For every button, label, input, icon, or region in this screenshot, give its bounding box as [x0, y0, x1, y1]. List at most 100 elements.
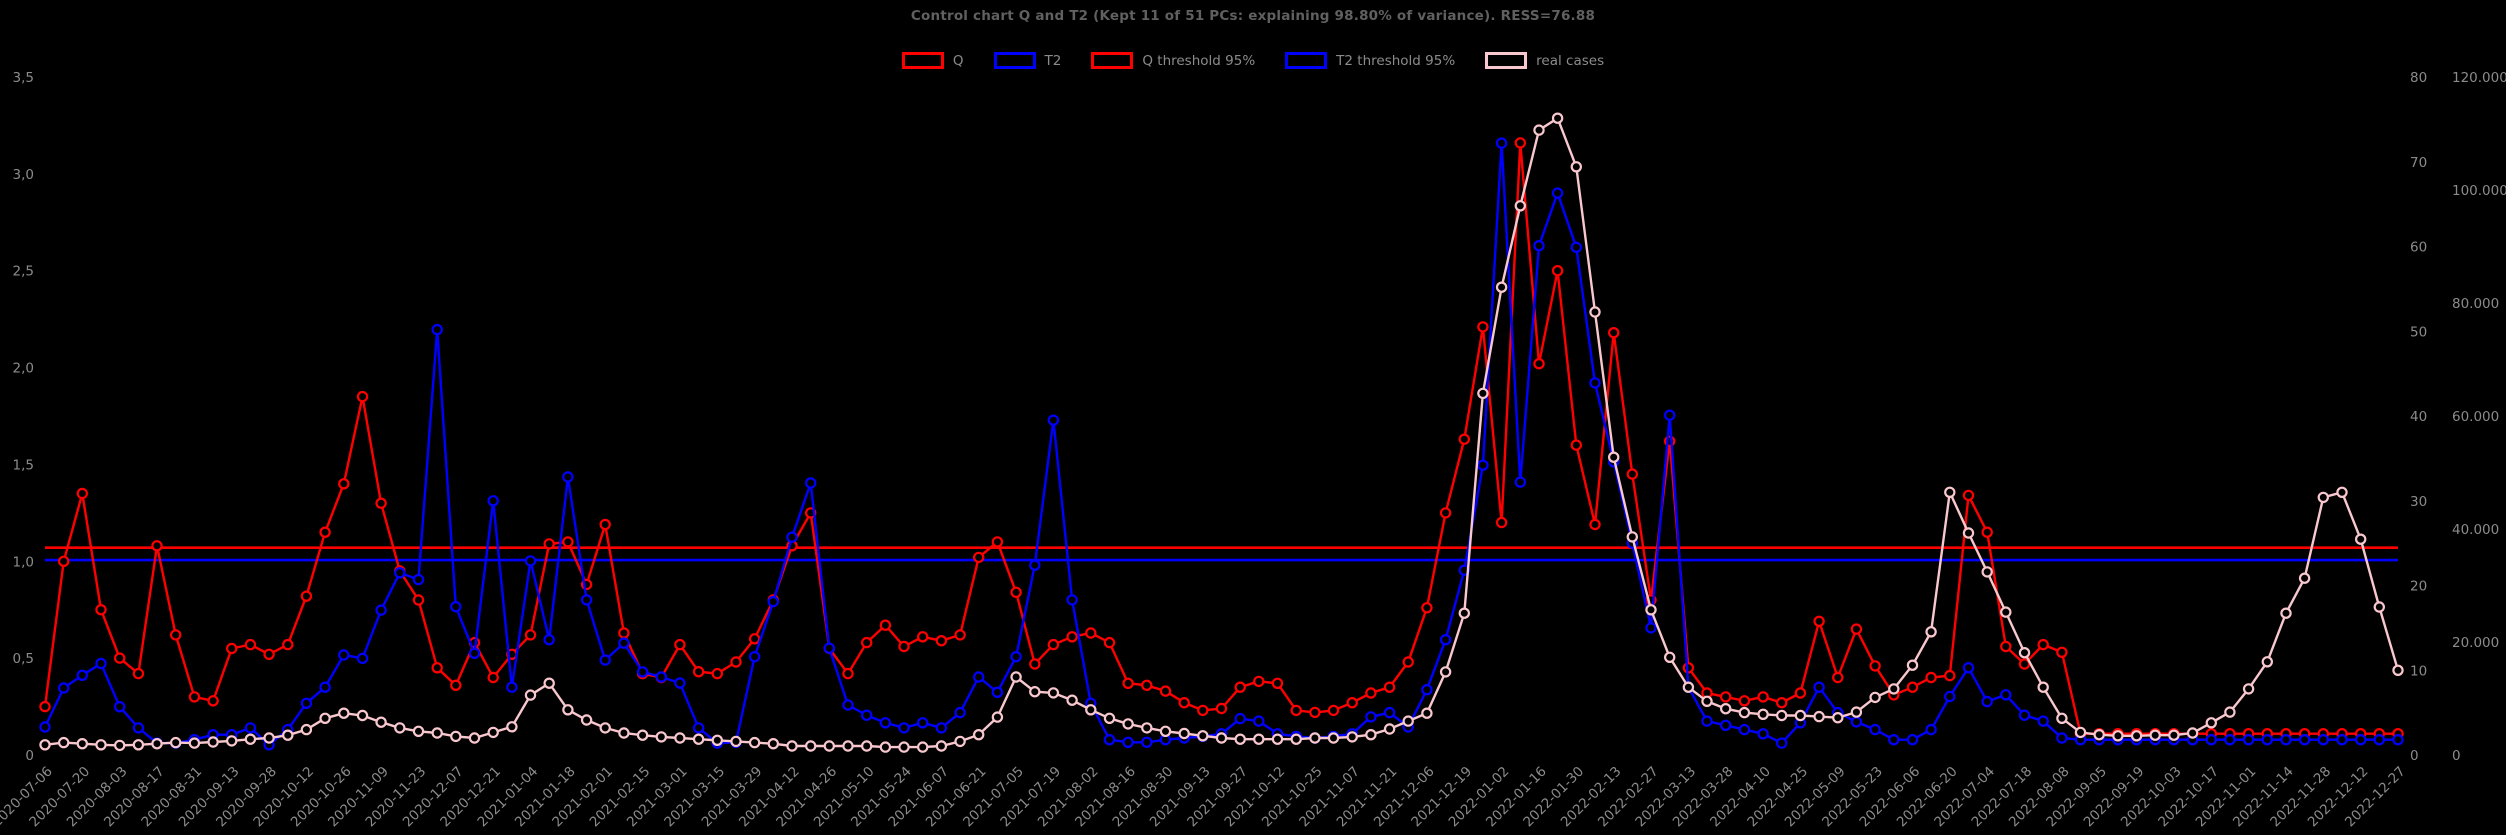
marker-real-cases: [300, 723, 313, 736]
marker-q: [1944, 669, 1956, 682]
marker-q: [1925, 671, 1937, 684]
marker-real-cases: [2149, 729, 2161, 741]
marker-t2: [1981, 695, 1993, 708]
marker-t2: [1775, 737, 1788, 749]
marker-real-cases: [1421, 707, 1433, 719]
marker-real-cases: [2205, 717, 2217, 729]
marker-real-cases: [1570, 161, 1583, 173]
marker-real-cases: [1178, 727, 1190, 740]
marker-t2: [2056, 732, 2068, 744]
marker-q: [356, 390, 369, 403]
left-axis-tick: 0: [25, 748, 34, 764]
marker-t2: [861, 709, 873, 721]
marker-t2: [1813, 681, 1825, 693]
marker-real-cases: [2224, 706, 2236, 718]
right-axis-cases-tick: 100.000: [2452, 183, 2506, 199]
marker-q: [1869, 660, 1881, 672]
marker-real-cases: [730, 735, 742, 748]
marker-t2: [58, 682, 70, 694]
marker-real-cases: [1626, 531, 1639, 543]
marker-real-cases: [935, 740, 948, 752]
marker-t2: [1495, 137, 1508, 149]
marker-real-cases: [580, 714, 593, 726]
marker-q: [1346, 697, 1358, 709]
marker-q: [1141, 679, 1153, 692]
right-axis-t2-tick: 30: [2410, 494, 2427, 510]
marker-q: [879, 619, 892, 631]
marker-q: [412, 594, 425, 606]
legend-item-real-cases: real cases: [1485, 52, 1604, 69]
marker-real-cases: [1701, 695, 1713, 708]
marker-t2: [786, 531, 798, 543]
marker-real-cases: [1738, 706, 1751, 719]
marker-real-cases: [2074, 726, 2087, 739]
series-real-cases: [39, 112, 2404, 753]
marker-real-cases: [2392, 664, 2404, 677]
marker-real-cases: [1159, 725, 1172, 738]
marker-t2: [767, 595, 780, 608]
marker-real-cases: [2112, 730, 2124, 742]
marker-real-cases: [1383, 723, 1396, 735]
marker-q: [1421, 602, 1433, 614]
marker-q: [2018, 658, 2031, 670]
marker-q: [338, 478, 350, 490]
marker-real-cases: [1981, 566, 1993, 578]
marker-t2: [879, 717, 892, 729]
marker-t2: [1122, 736, 1134, 749]
marker-q: [1813, 615, 1825, 628]
marker-q: [39, 700, 51, 713]
right-axis-t2-tick: 70: [2410, 155, 2427, 171]
legend-swatch-real-cases: [1485, 52, 1528, 69]
marker-real-cases: [1458, 607, 1471, 619]
marker-real-cases: [151, 738, 163, 750]
left-axis-tick: 0,5: [13, 651, 34, 667]
marker-q: [1981, 526, 1993, 538]
marker-real-cases: [786, 740, 798, 752]
legend-swatch-q-threshold: [1091, 52, 1134, 69]
marker-real-cases: [450, 730, 462, 743]
marker-q: [562, 536, 574, 548]
marker-t2: [898, 722, 910, 734]
marker-t2: [823, 642, 836, 654]
marker-real-cases: [599, 722, 611, 734]
marker-q: [1850, 623, 1863, 635]
marker-t2: [580, 594, 593, 606]
left-axis-tick: 1,0: [13, 554, 34, 570]
marker-real-cases: [225, 735, 238, 747]
marker-q: [244, 638, 257, 651]
marker-q: [1551, 265, 1564, 277]
marker-real-cases: [132, 739, 145, 751]
marker-t2: [935, 722, 948, 734]
marker-t2: [748, 651, 761, 663]
marker-q: [1085, 627, 1097, 639]
marker-real-cases: [1551, 112, 1564, 124]
marker-real-cases: [991, 711, 1004, 723]
right-axis-cases-tick: 80.000: [2452, 296, 2499, 312]
marker-q: [711, 667, 724, 680]
legend-label: Q threshold 95%: [1142, 52, 1256, 69]
marker-q: [487, 671, 499, 684]
marker-t2: [954, 706, 966, 719]
marker-t2: [394, 567, 406, 579]
marker-t2: [338, 649, 350, 661]
right-axis-t2-tick: 50: [2410, 324, 2427, 340]
marker-q: [151, 540, 163, 552]
marker-q: [1794, 687, 1807, 699]
marker-real-cases: [207, 736, 219, 748]
legend-label: T2: [1044, 52, 1062, 69]
marker-q: [1402, 656, 1414, 668]
marker-q: [300, 590, 313, 602]
marker-real-cases: [1066, 694, 1078, 706]
marker-t2: [2261, 734, 2273, 746]
marker-t2: [39, 721, 51, 733]
right-axis-cases-tick: 60.000: [2452, 409, 2499, 425]
marker-q: [1832, 671, 1844, 684]
marker-t2: [973, 671, 985, 683]
marker-t2: [95, 657, 107, 670]
legend-item-t2: T2: [993, 52, 1062, 69]
marker-real-cases: [1029, 686, 1041, 698]
marker-real-cases: [1141, 722, 1153, 734]
marker-real-cases: [1663, 651, 1676, 664]
marker-t2: [2317, 734, 2329, 746]
